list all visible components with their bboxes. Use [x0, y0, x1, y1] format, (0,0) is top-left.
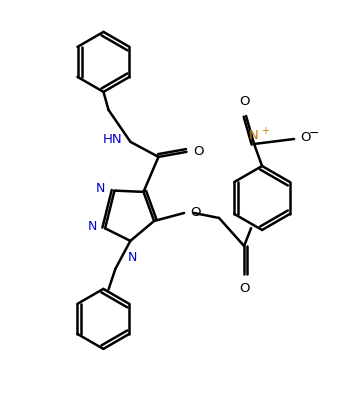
Text: +: +: [261, 126, 269, 136]
Text: N: N: [128, 251, 137, 264]
Text: N: N: [88, 220, 97, 233]
Text: O: O: [300, 131, 311, 145]
Text: −: −: [309, 126, 320, 139]
Text: O: O: [194, 145, 204, 158]
Text: O: O: [190, 206, 201, 219]
Text: HN: HN: [103, 133, 122, 146]
Text: O: O: [239, 95, 250, 108]
Text: N: N: [249, 129, 259, 142]
Text: N: N: [96, 182, 106, 195]
Text: O: O: [239, 282, 250, 295]
